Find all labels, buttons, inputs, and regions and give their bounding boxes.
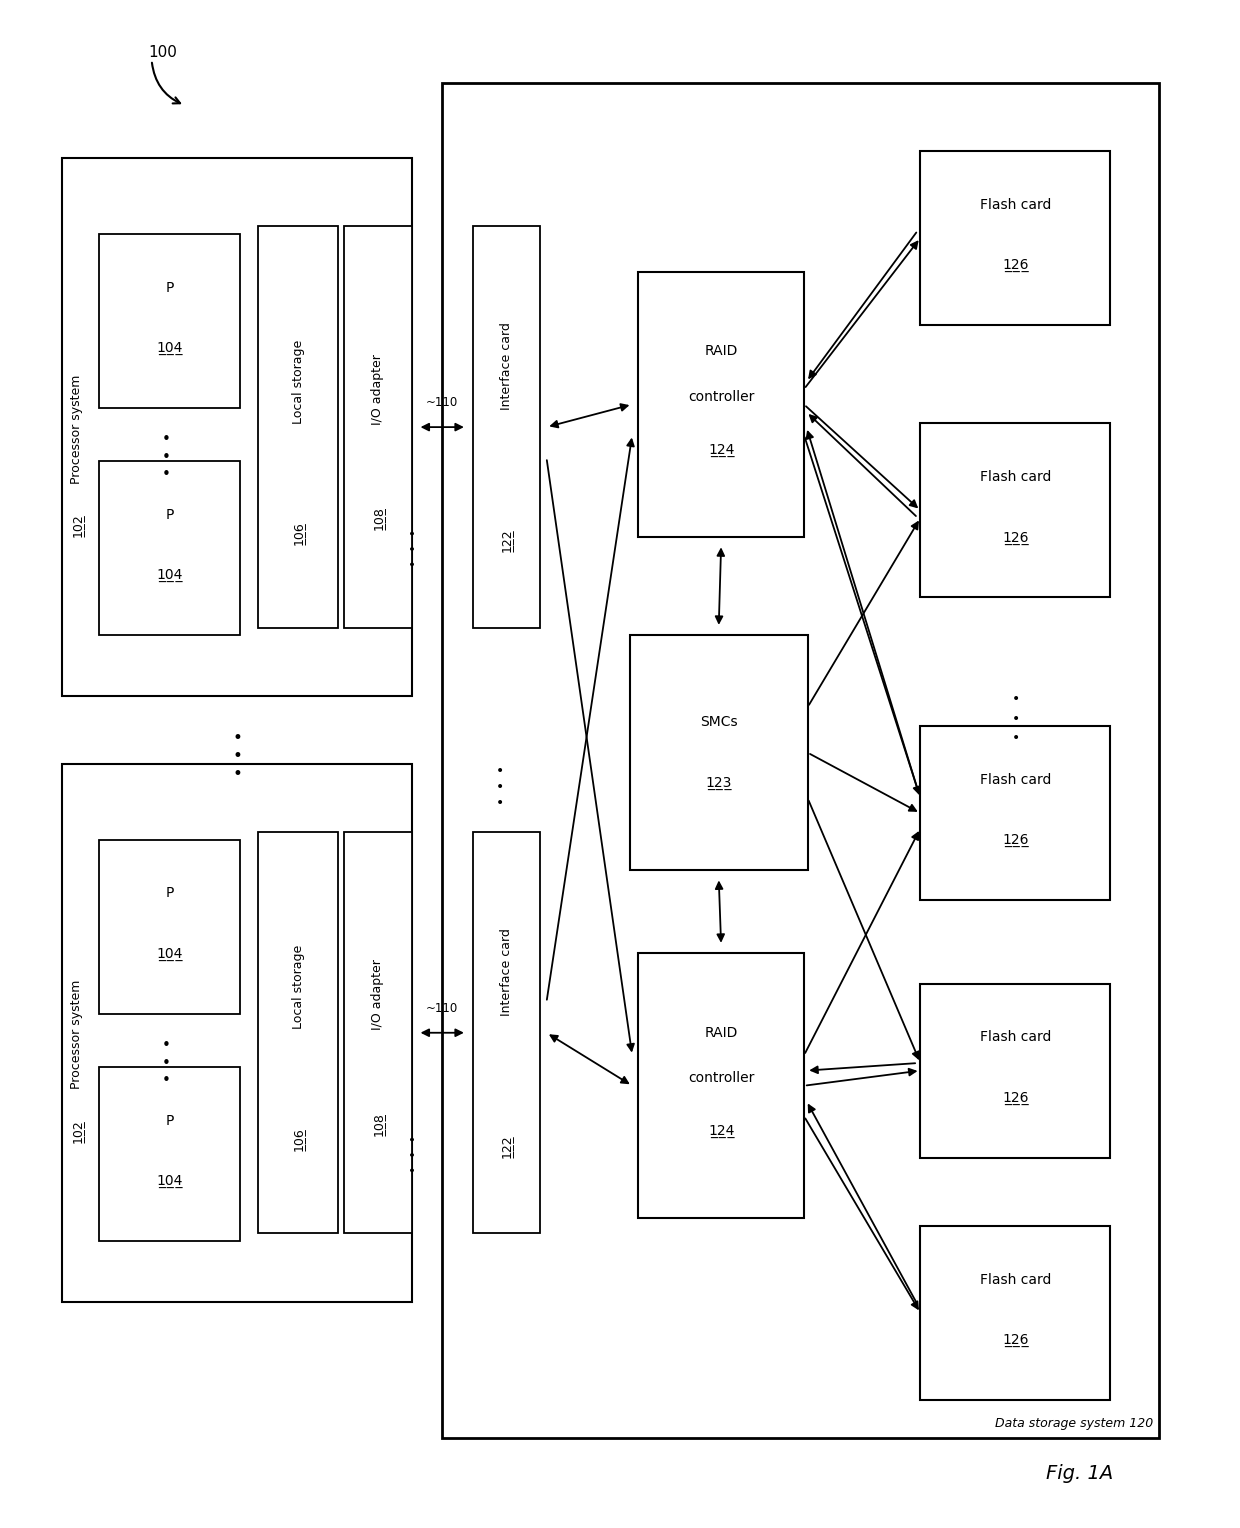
Text: 1̲0̲4̲: 1̲0̲4̲ — [156, 1174, 182, 1189]
Bar — [99, 1067, 239, 1241]
Text: •  •  •: • • • — [408, 529, 420, 567]
Text: Processor system: Processor system — [71, 976, 83, 1089]
Text: P: P — [165, 886, 174, 900]
Text: 1̲2̲2̲: 1̲2̲2̲ — [500, 1134, 513, 1158]
Text: •  •  •: • • • — [408, 1135, 420, 1174]
Text: 1̲0̲8̲: 1̲0̲8̲ — [371, 1112, 384, 1135]
Text: •
•
•: • • • — [162, 432, 171, 483]
Text: Flash card: Flash card — [980, 1273, 1052, 1287]
Text: Flash card: Flash card — [980, 197, 1052, 211]
Text: controller: controller — [688, 1071, 754, 1085]
Text: I/O adapter: I/O adapter — [371, 354, 384, 425]
Text: Processor system: Processor system — [71, 370, 83, 484]
Text: •
•
•: • • • — [233, 729, 242, 784]
Text: Flash card: Flash card — [980, 471, 1052, 484]
Text: •
•
•: • • • — [496, 764, 505, 810]
Text: 1̲2̲4̲: 1̲2̲4̲ — [708, 443, 734, 457]
Text: Local storage: Local storage — [291, 339, 305, 423]
Text: •
•
•: • • • — [1012, 692, 1021, 746]
Text: P: P — [165, 507, 174, 523]
Text: RAID: RAID — [704, 1025, 738, 1039]
Text: Data storage system 120: Data storage system 120 — [996, 1416, 1153, 1430]
Bar — [345, 226, 412, 628]
Bar — [630, 636, 807, 869]
Text: 1̲2̲6̲: 1̲2̲6̲ — [1002, 1091, 1029, 1105]
Bar — [920, 1225, 1111, 1400]
Bar — [472, 833, 541, 1233]
Text: 1̲0̲2̲: 1̲0̲2̲ — [71, 513, 83, 538]
Text: Flash card: Flash card — [980, 773, 1052, 787]
Bar — [99, 461, 239, 636]
Text: 1̲0̲4̲: 1̲0̲4̲ — [156, 341, 182, 356]
Bar — [258, 226, 339, 628]
Text: I/O adapter: I/O adapter — [371, 960, 384, 1030]
Text: P: P — [165, 1114, 174, 1128]
Bar — [920, 423, 1111, 597]
Text: 1̲2̲6̲: 1̲2̲6̲ — [1002, 1332, 1029, 1348]
Bar — [920, 151, 1111, 325]
Text: 1̲0̲6̲: 1̲0̲6̲ — [291, 521, 305, 545]
Text: 1̲2̲6̲: 1̲2̲6̲ — [1002, 530, 1029, 544]
Bar — [62, 159, 412, 695]
Bar — [920, 726, 1111, 900]
Text: •
•
•: • • • — [162, 1038, 171, 1088]
Text: Local storage: Local storage — [291, 946, 305, 1030]
Text: 1̲2̲2̲: 1̲2̲2̲ — [500, 529, 513, 553]
Bar — [443, 83, 1159, 1438]
Text: 1̲0̲8̲: 1̲0̲8̲ — [371, 506, 384, 530]
Text: ~110: ~110 — [427, 396, 459, 410]
Text: SMCs: SMCs — [699, 715, 738, 729]
Bar — [639, 272, 804, 536]
Text: 1̲0̲6̲: 1̲0̲6̲ — [291, 1126, 305, 1151]
Text: Interface card: Interface card — [500, 322, 513, 411]
Bar — [62, 764, 412, 1302]
Text: 1̲2̲3̲: 1̲2̲3̲ — [706, 776, 732, 790]
Text: Flash card: Flash card — [980, 1030, 1052, 1044]
Bar — [345, 833, 412, 1233]
Text: RAID: RAID — [704, 344, 738, 359]
Text: ~110: ~110 — [427, 1001, 459, 1015]
Text: 1̲2̲4̲: 1̲2̲4̲ — [708, 1125, 734, 1138]
Text: P: P — [165, 281, 174, 295]
Text: 1̲2̲6̲: 1̲2̲6̲ — [1002, 258, 1029, 272]
Text: Interface card: Interface card — [500, 927, 513, 1016]
Bar — [99, 840, 239, 1015]
Text: Fig. 1A: Fig. 1A — [1047, 1464, 1114, 1484]
Bar — [99, 234, 239, 408]
Text: controller: controller — [688, 390, 754, 403]
Text: 1̲0̲4̲: 1̲0̲4̲ — [156, 568, 182, 582]
Bar — [639, 953, 804, 1218]
Bar — [472, 226, 541, 628]
Bar — [920, 984, 1111, 1158]
Bar — [258, 833, 339, 1233]
Text: 100: 100 — [148, 44, 177, 60]
Text: 1̲0̲2̲: 1̲0̲2̲ — [71, 1120, 83, 1143]
Text: 1̲2̲6̲: 1̲2̲6̲ — [1002, 833, 1029, 848]
Text: 1̲0̲4̲: 1̲0̲4̲ — [156, 947, 182, 961]
